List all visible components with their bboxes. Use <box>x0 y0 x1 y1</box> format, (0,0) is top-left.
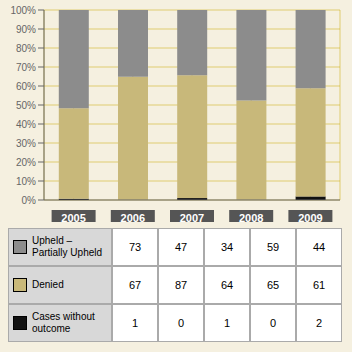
svg-text:2009: 2009 <box>298 212 322 222</box>
html-text:1: 1 <box>131 317 139 329</box>
svg-text:30%: 30% <box>16 138 36 149</box>
html-text:59: 59 <box>266 241 280 253</box>
svg-text:0%: 0% <box>22 195 37 206</box>
svg-text:2006: 2006 <box>121 212 145 222</box>
svg-text:2008: 2008 <box>239 212 263 222</box>
html-text:Partially Upheld: Partially Upheld <box>32 247 102 258</box>
html-text:87: 87 <box>174 279 188 291</box>
html-text:Denied: Denied <box>32 279 64 290</box>
svg-text:90%: 90% <box>16 24 36 35</box>
svg-text:80%: 80% <box>16 43 36 54</box>
svg-text:20%: 20% <box>16 157 36 168</box>
html-text:44: 44 <box>312 241 326 253</box>
svg-text:60%: 60% <box>16 81 36 92</box>
html-text:73: 73 <box>128 241 142 253</box>
html-text:47: 47 <box>174 241 188 253</box>
svg-text:40%: 40% <box>16 119 36 130</box>
svg-text:70%: 70% <box>16 62 36 73</box>
html-text:67: 67 <box>128 279 142 291</box>
svg-text:100%: 100% <box>10 5 36 16</box>
svg-text:10%: 10% <box>16 176 36 187</box>
svg-text:2007: 2007 <box>180 212 204 222</box>
html-text:65: 65 <box>266 279 280 291</box>
html-text:1: 1 <box>223 317 231 329</box>
svg-text:2005: 2005 <box>61 212 85 222</box>
html-text:2: 2 <box>315 317 323 329</box>
svg-text:50%: 50% <box>16 100 36 111</box>
html-text:Upheld –: Upheld – <box>32 235 72 246</box>
html-text:64: 64 <box>220 279 234 291</box>
html-text:Cases without: Cases without <box>32 311 95 322</box>
html-text:0: 0 <box>177 317 185 329</box>
html-text:outcome: outcome <box>32 323 71 334</box>
html-text:61: 61 <box>312 279 326 291</box>
html-text:0: 0 <box>269 317 277 329</box>
html-text:34: 34 <box>220 241 234 253</box>
